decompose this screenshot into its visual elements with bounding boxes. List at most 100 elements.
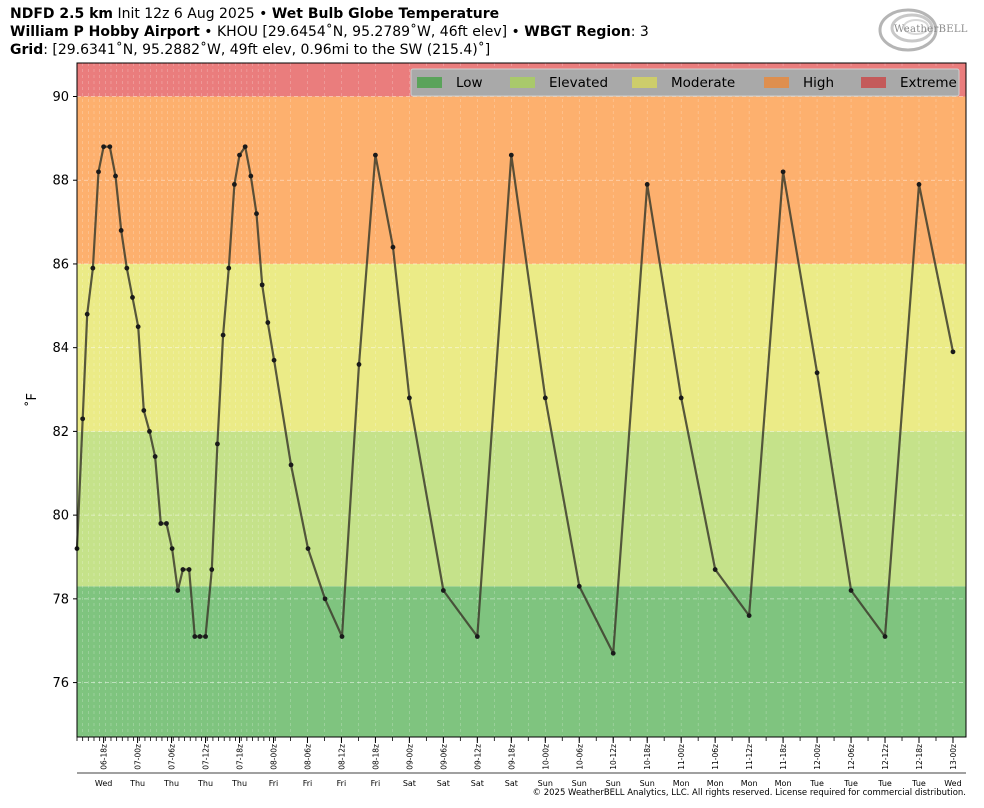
band-low [77, 586, 966, 737]
data-point [118, 228, 124, 233]
x-tick-label: 13-00z [949, 744, 958, 770]
data-point [610, 650, 616, 656]
x-tick-label: 11-12z [745, 744, 754, 770]
data-point [203, 634, 208, 639]
x-day-label: Mon [775, 779, 792, 788]
x-day-label: Thu [129, 779, 145, 788]
region-value: : 3 [630, 24, 649, 40]
y-tick-label: 80 [52, 509, 69, 524]
data-point [882, 634, 888, 639]
data-point [113, 173, 118, 179]
copyright-notice: © 2025 WeatherBELL Analytics, LLC. All r… [532, 788, 966, 798]
legend-label-elevated: Elevated [549, 75, 608, 91]
x-day-label: Thu [197, 779, 213, 788]
x-tick-label: 11-00z [677, 744, 686, 770]
data-point [508, 152, 514, 158]
data-point [576, 583, 582, 589]
x-tick-label: 10-12z [609, 744, 618, 770]
data-point [322, 596, 328, 602]
grid-value: : [29.6341˚N, 95.2882˚W, 49ft elev, 0.96… [43, 42, 491, 58]
x-tick-label: 12-12z [881, 744, 890, 770]
data-point [950, 349, 956, 355]
title-separator: • [259, 6, 268, 22]
x-tick-label: 07-18z [236, 744, 245, 770]
data-point [746, 613, 752, 618]
x-tick-label: 08-06z [303, 744, 312, 770]
x-day-label: Sat [471, 779, 484, 788]
data-point [180, 567, 186, 572]
x-tick-label: 07-06z [168, 744, 177, 770]
data-point [220, 332, 226, 338]
x-tick-label: 11-06z [711, 744, 720, 770]
data-point [254, 211, 259, 217]
legend-swatch-extreme [861, 77, 886, 88]
model-name: NDFD 2.5 km [10, 6, 113, 22]
x-day-label: Mon [673, 779, 690, 788]
x-day-label: Sun [640, 779, 655, 788]
data-point [237, 152, 242, 158]
x-tick-label: 07-00z [134, 744, 143, 770]
x-tick-label: 09-06z [439, 744, 448, 770]
legend-swatch-low [417, 77, 442, 88]
x-day-label: Wed [95, 779, 112, 788]
x-day-label: Tue [877, 779, 892, 788]
plot-frame [76, 62, 967, 738]
y-tick-label: 82 [52, 425, 69, 440]
x-tick-label: 07-12z [202, 744, 211, 770]
x-day-label: Fri [337, 779, 347, 788]
x-tick-label: 08-18z [371, 744, 380, 770]
legend-label-low: Low [456, 75, 483, 91]
x-day-label: Tue [911, 779, 926, 788]
x-tick-label: 08-12z [337, 744, 346, 770]
region-label: WBGT Region [524, 24, 631, 40]
legend-swatch-high [764, 77, 789, 88]
data-point [96, 169, 101, 175]
x-tick-label: 09-00z [405, 744, 414, 770]
data-point [215, 441, 220, 447]
data-point [390, 244, 396, 250]
x-day-label: Mon [707, 779, 724, 788]
legend-swatch-elevated [510, 77, 535, 88]
x-day-label: Sun [572, 779, 587, 788]
legend-swatch-moderate [632, 77, 657, 88]
swirl-logo-icon [878, 8, 938, 52]
grid-label: Grid [10, 42, 44, 58]
y-tick-label: 86 [52, 257, 69, 272]
data-point [232, 182, 237, 187]
data-point [84, 311, 90, 317]
x-tick-label: 12-06z [847, 744, 856, 770]
data-point [226, 265, 232, 271]
data-point [80, 416, 86, 422]
x-tick-label: 11-18z [779, 744, 788, 770]
chart-title: NDFD 2.5 km Init 12z 6 Aug 2025 • Wet Bu… [10, 5, 499, 23]
data-point [848, 588, 854, 593]
data-point [169, 546, 175, 552]
legend-label-moderate: Moderate [671, 75, 735, 91]
y-tick-label: 78 [52, 592, 69, 607]
station-location: • KHOU [29.6454˚N, 95.2789˚W, 46ft elev]… [204, 24, 520, 40]
data-point [271, 357, 277, 363]
data-point [339, 634, 345, 639]
data-point [373, 152, 378, 158]
x-tick-label: 09-18z [507, 744, 516, 770]
data-point [406, 395, 412, 401]
x-tick-label: 10-06z [575, 744, 584, 770]
x-day-label: Sun [538, 779, 553, 788]
data-point [192, 634, 198, 639]
data-point [141, 408, 147, 413]
station-line: William P Hobby Airport • KHOU [29.6454˚… [10, 23, 649, 41]
data-point [542, 395, 548, 401]
data-point [197, 634, 203, 639]
init-time: Init 12z 6 Aug 2025 [117, 6, 255, 22]
y-tick-label: 76 [52, 676, 69, 691]
data-point [780, 169, 786, 175]
x-day-label: Fri [269, 779, 279, 788]
x-tick-label: 10-00z [541, 744, 550, 770]
x-day-label: Mon [741, 779, 758, 788]
x-day-label: Tue [809, 779, 824, 788]
series-line [75, 145, 955, 655]
legend-label-extreme: Extreme [900, 75, 957, 91]
data-point [288, 462, 294, 468]
x-day-label: Thu [231, 779, 247, 788]
